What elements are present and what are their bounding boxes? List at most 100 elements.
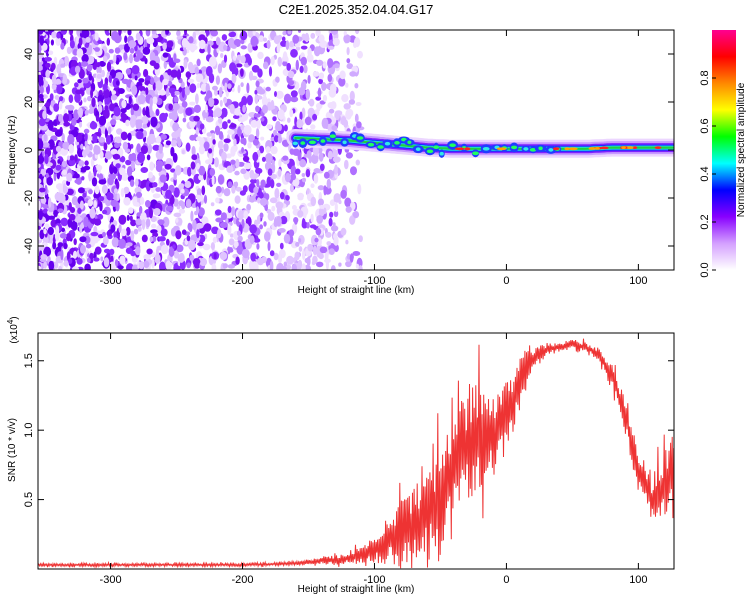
noise-speckle <box>181 101 188 108</box>
noise-speckle <box>78 160 85 167</box>
noise-speckle <box>98 136 105 143</box>
noise-speckle <box>270 173 277 180</box>
spectrogram-y-tick-label: 40 <box>23 48 35 60</box>
noise-speckle <box>229 31 237 38</box>
noise-speckle <box>319 204 325 209</box>
noise-speckle <box>135 119 143 125</box>
noise-speckle <box>285 195 290 201</box>
spectrogram-x-tick-label: -300 <box>100 275 122 287</box>
noise-speckle <box>233 38 241 46</box>
noise-speckle <box>98 104 103 114</box>
noise-speckle <box>215 37 221 46</box>
noise-speckle <box>235 186 242 192</box>
noise-speckle <box>130 219 137 227</box>
noise-speckle <box>261 156 266 162</box>
noise-speckle <box>233 138 237 147</box>
noise-speckle <box>315 227 322 236</box>
noise-speckle <box>277 56 283 67</box>
noise-speckle <box>84 43 89 48</box>
noise-speckle <box>271 205 276 212</box>
noise-speckle <box>86 257 91 263</box>
noise-speckle <box>55 145 62 153</box>
noise-speckle <box>264 231 271 242</box>
noise-speckle <box>58 185 64 194</box>
noise-speckle <box>207 44 211 55</box>
noise-speckle <box>38 139 44 150</box>
noise-speckle <box>235 256 240 265</box>
noise-speckle <box>42 80 49 88</box>
noise-speckle <box>312 71 320 77</box>
noise-speckle <box>214 107 223 118</box>
noise-speckle <box>304 116 312 126</box>
noise-speckle <box>299 159 307 168</box>
noise-speckle <box>259 197 268 206</box>
noise-speckle <box>102 209 108 215</box>
noise-speckle <box>228 247 233 253</box>
snr-series <box>38 338 674 569</box>
noise-speckle <box>53 103 60 112</box>
spectrogram-y-label: Frequency (Hz) <box>7 116 18 185</box>
noise-speckle <box>45 62 51 68</box>
noise-speckle <box>119 167 126 176</box>
noise-speckle <box>166 158 171 164</box>
noise-speckle <box>256 243 260 250</box>
noise-speckle <box>345 239 349 245</box>
noise-speckle <box>326 241 332 246</box>
noise-speckle <box>331 125 338 131</box>
noise-speckle <box>176 136 181 144</box>
noise-speckle <box>265 193 270 201</box>
noise-speckle <box>269 250 275 257</box>
noise-speckle <box>130 107 134 116</box>
noise-speckle <box>84 132 88 142</box>
noise-speckle <box>340 189 347 199</box>
noise-speckle <box>158 143 163 154</box>
noise-speckle <box>253 186 259 194</box>
noise-speckle <box>152 236 157 242</box>
noise-speckle <box>68 213 76 221</box>
noise-speckle <box>141 115 149 125</box>
signal-blob-core <box>384 141 391 146</box>
noise-speckle <box>149 51 156 63</box>
noise-speckle <box>214 209 222 216</box>
noise-speckle <box>118 30 122 36</box>
noise-speckle <box>75 176 83 185</box>
noise-speckle <box>304 32 310 43</box>
noise-speckle <box>299 65 304 73</box>
noise-speckle <box>198 34 206 42</box>
noise-speckle <box>220 212 227 221</box>
noise-speckle <box>53 261 59 269</box>
noise-speckle <box>103 142 108 151</box>
noise-speckle <box>334 164 338 175</box>
noise-speckle <box>284 172 291 183</box>
noise-speckle <box>263 61 269 70</box>
noise-speckle <box>125 247 133 254</box>
noise-speckle <box>43 228 47 235</box>
noise-speckle <box>38 178 42 185</box>
noise-speckle <box>316 105 321 112</box>
noise-speckle <box>78 68 85 79</box>
noise-speckle <box>115 136 122 144</box>
noise-speckle <box>231 185 236 194</box>
noise-speckle <box>227 83 232 89</box>
noise-speckle <box>129 53 133 64</box>
noise-speckle <box>125 119 130 127</box>
noise-speckle <box>210 30 218 37</box>
noise-speckle <box>190 161 196 170</box>
noise-speckle <box>217 228 222 239</box>
noise-speckle <box>111 237 120 248</box>
noise-speckle <box>275 201 284 210</box>
noise-speckle <box>142 46 151 55</box>
noise-speckle <box>147 83 152 91</box>
noise-speckle <box>44 184 48 196</box>
noise-speckle <box>124 35 128 44</box>
noise-speckle <box>196 188 202 196</box>
noise-speckle <box>141 219 146 229</box>
spectrogram-x-tick-label: -200 <box>232 275 254 287</box>
noise-speckle <box>116 193 120 201</box>
noise-speckle <box>121 113 128 123</box>
noise-speckle <box>189 83 197 93</box>
noise-speckle <box>176 69 182 81</box>
noise-speckle <box>192 219 197 231</box>
noise-speckle <box>229 123 237 128</box>
noise-speckle <box>211 226 219 235</box>
